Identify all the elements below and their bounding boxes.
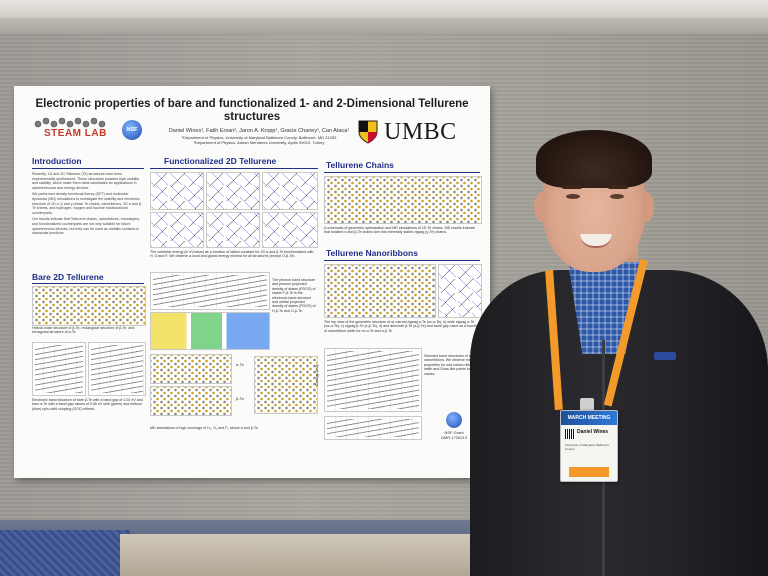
author-list: Daniel Wines¹, Fatih Ersan², Jaron A. Kr… [164, 128, 354, 145]
nanoribbons-caption-2: Selected band structures of a-β-Te nanor… [424, 354, 480, 376]
research-poster: Electronic properties of bare and functi… [14, 86, 490, 478]
chains-heading: Tellurene Chains [326, 160, 394, 170]
hair [536, 130, 652, 188]
booth-frame [0, 18, 768, 34]
umbc-wordmark: UMBC [384, 119, 457, 145]
badge-ribbon [569, 467, 609, 477]
cohesive-energy-plot [262, 212, 318, 248]
cohesive-energy-plot [206, 172, 260, 210]
ceiling [0, 0, 768, 18]
functionalized-caption-2: The phonon band structure and phonon pro… [272, 278, 316, 313]
divider [324, 172, 480, 173]
nanoribbon-structures-figure [324, 264, 436, 318]
band-gap-vs-width-plot [438, 264, 482, 318]
cohesive-energy-plot [150, 172, 204, 210]
alpha-te-band-plot [88, 342, 146, 396]
smile [580, 234, 612, 248]
beta-te-label: β-Te [236, 396, 244, 401]
nsf-logo-small [446, 412, 462, 428]
intro-paragraph: We performed density functional theory (… [32, 192, 143, 215]
eye [610, 194, 624, 199]
md-simulation-figure [150, 354, 232, 384]
carpet [0, 530, 130, 576]
bare-te-structure-figure [32, 286, 146, 326]
badge-name: Daniel Wines [577, 429, 609, 435]
affiliation-2: ²Department of Physics, Adnan Menderes U… [193, 139, 325, 145]
intro-paragraph: Recently, 1D and 2D Tellurene (Te) struc… [32, 172, 139, 190]
nanoribbons-caption-1: The top view of the geometric structure … [324, 320, 480, 333]
chains-caption: A schematic of geometric optimization an… [324, 226, 476, 235]
steam-lab-label: STEAM LAB [44, 128, 107, 139]
umbc-shield-icon [358, 120, 378, 144]
functionalized-2d-heading: Functionalized 2D Tellurene [164, 156, 277, 166]
bare-2d-caption-1: Helical chain structure of β-Te, rectang… [32, 326, 135, 335]
authors: Daniel Wines¹, Fatih Ersan², Jaron A. Kr… [168, 128, 350, 134]
beta-te-band-plot [32, 342, 86, 396]
bare-2d-heading: Bare 2D Tellurene [32, 272, 104, 282]
md-simulation-figure [150, 386, 232, 416]
affiliation-1: ¹Department of Physics, University of Ma… [181, 134, 337, 140]
cohesive-energy-plot [262, 172, 318, 210]
qr-code-icon [565, 429, 575, 439]
grant-line-1: NSF Grant [444, 430, 464, 435]
poster-title: Electronic properties of bare and functi… [35, 98, 469, 123]
intro-paragraph: Our results indicate that Tellurene chai… [32, 217, 141, 236]
table [120, 534, 500, 576]
eyebrow [562, 185, 582, 189]
nsf-grant: NSF Grant DMR-1726213 [434, 412, 474, 440]
energy-axis-label: Energy (eV) [314, 364, 319, 386]
nsf-logo: NSF [122, 120, 142, 140]
eye [566, 194, 580, 199]
md-simulation-figure [254, 356, 318, 414]
functionalized-caption-3: MD simulations of high coverage of H₂, O… [150, 426, 259, 430]
grant-line-2: DMR-1726213 [440, 435, 467, 440]
badge-header: MARCH MEETING [561, 411, 617, 425]
cohesive-energy-plot [150, 212, 204, 248]
phonon-band-plot [150, 272, 270, 310]
introduction-text: Recently, 1D and 2D Tellurene (Te) struc… [32, 172, 144, 238]
steam-lab-logo: STEAM LAB [32, 116, 112, 142]
divider [150, 168, 318, 169]
divider [324, 260, 480, 261]
nanoribbons-heading: Tellurene Nanoribbons [326, 248, 418, 258]
badge-affiliation: University of Maryland, Baltimore County [565, 443, 610, 451]
introduction-heading: Introduction [32, 156, 82, 166]
nanoribbon-band-structures [324, 348, 422, 412]
cohesive-energy-plot [206, 212, 260, 248]
molecule-icon [34, 117, 106, 128]
divider [32, 168, 144, 169]
electronic-band-pdos-plot [150, 312, 270, 350]
alpha-te-label: α-Te [236, 362, 244, 367]
bare-2d-caption-2: Electronic band structure of bare β-Te w… [32, 398, 143, 411]
divider [32, 283, 144, 284]
name-badge: MARCH MEETING Daniel Wines University of… [560, 410, 618, 482]
nanoribbon-band-structures [324, 416, 422, 440]
functionalized-caption-1: The cohesive energy (in eV/atom) as a fu… [150, 250, 314, 259]
te-chain-structures-figure [324, 176, 482, 224]
logo-patch-icon [654, 352, 676, 360]
presenter [470, 130, 768, 576]
eyebrow [608, 185, 628, 189]
